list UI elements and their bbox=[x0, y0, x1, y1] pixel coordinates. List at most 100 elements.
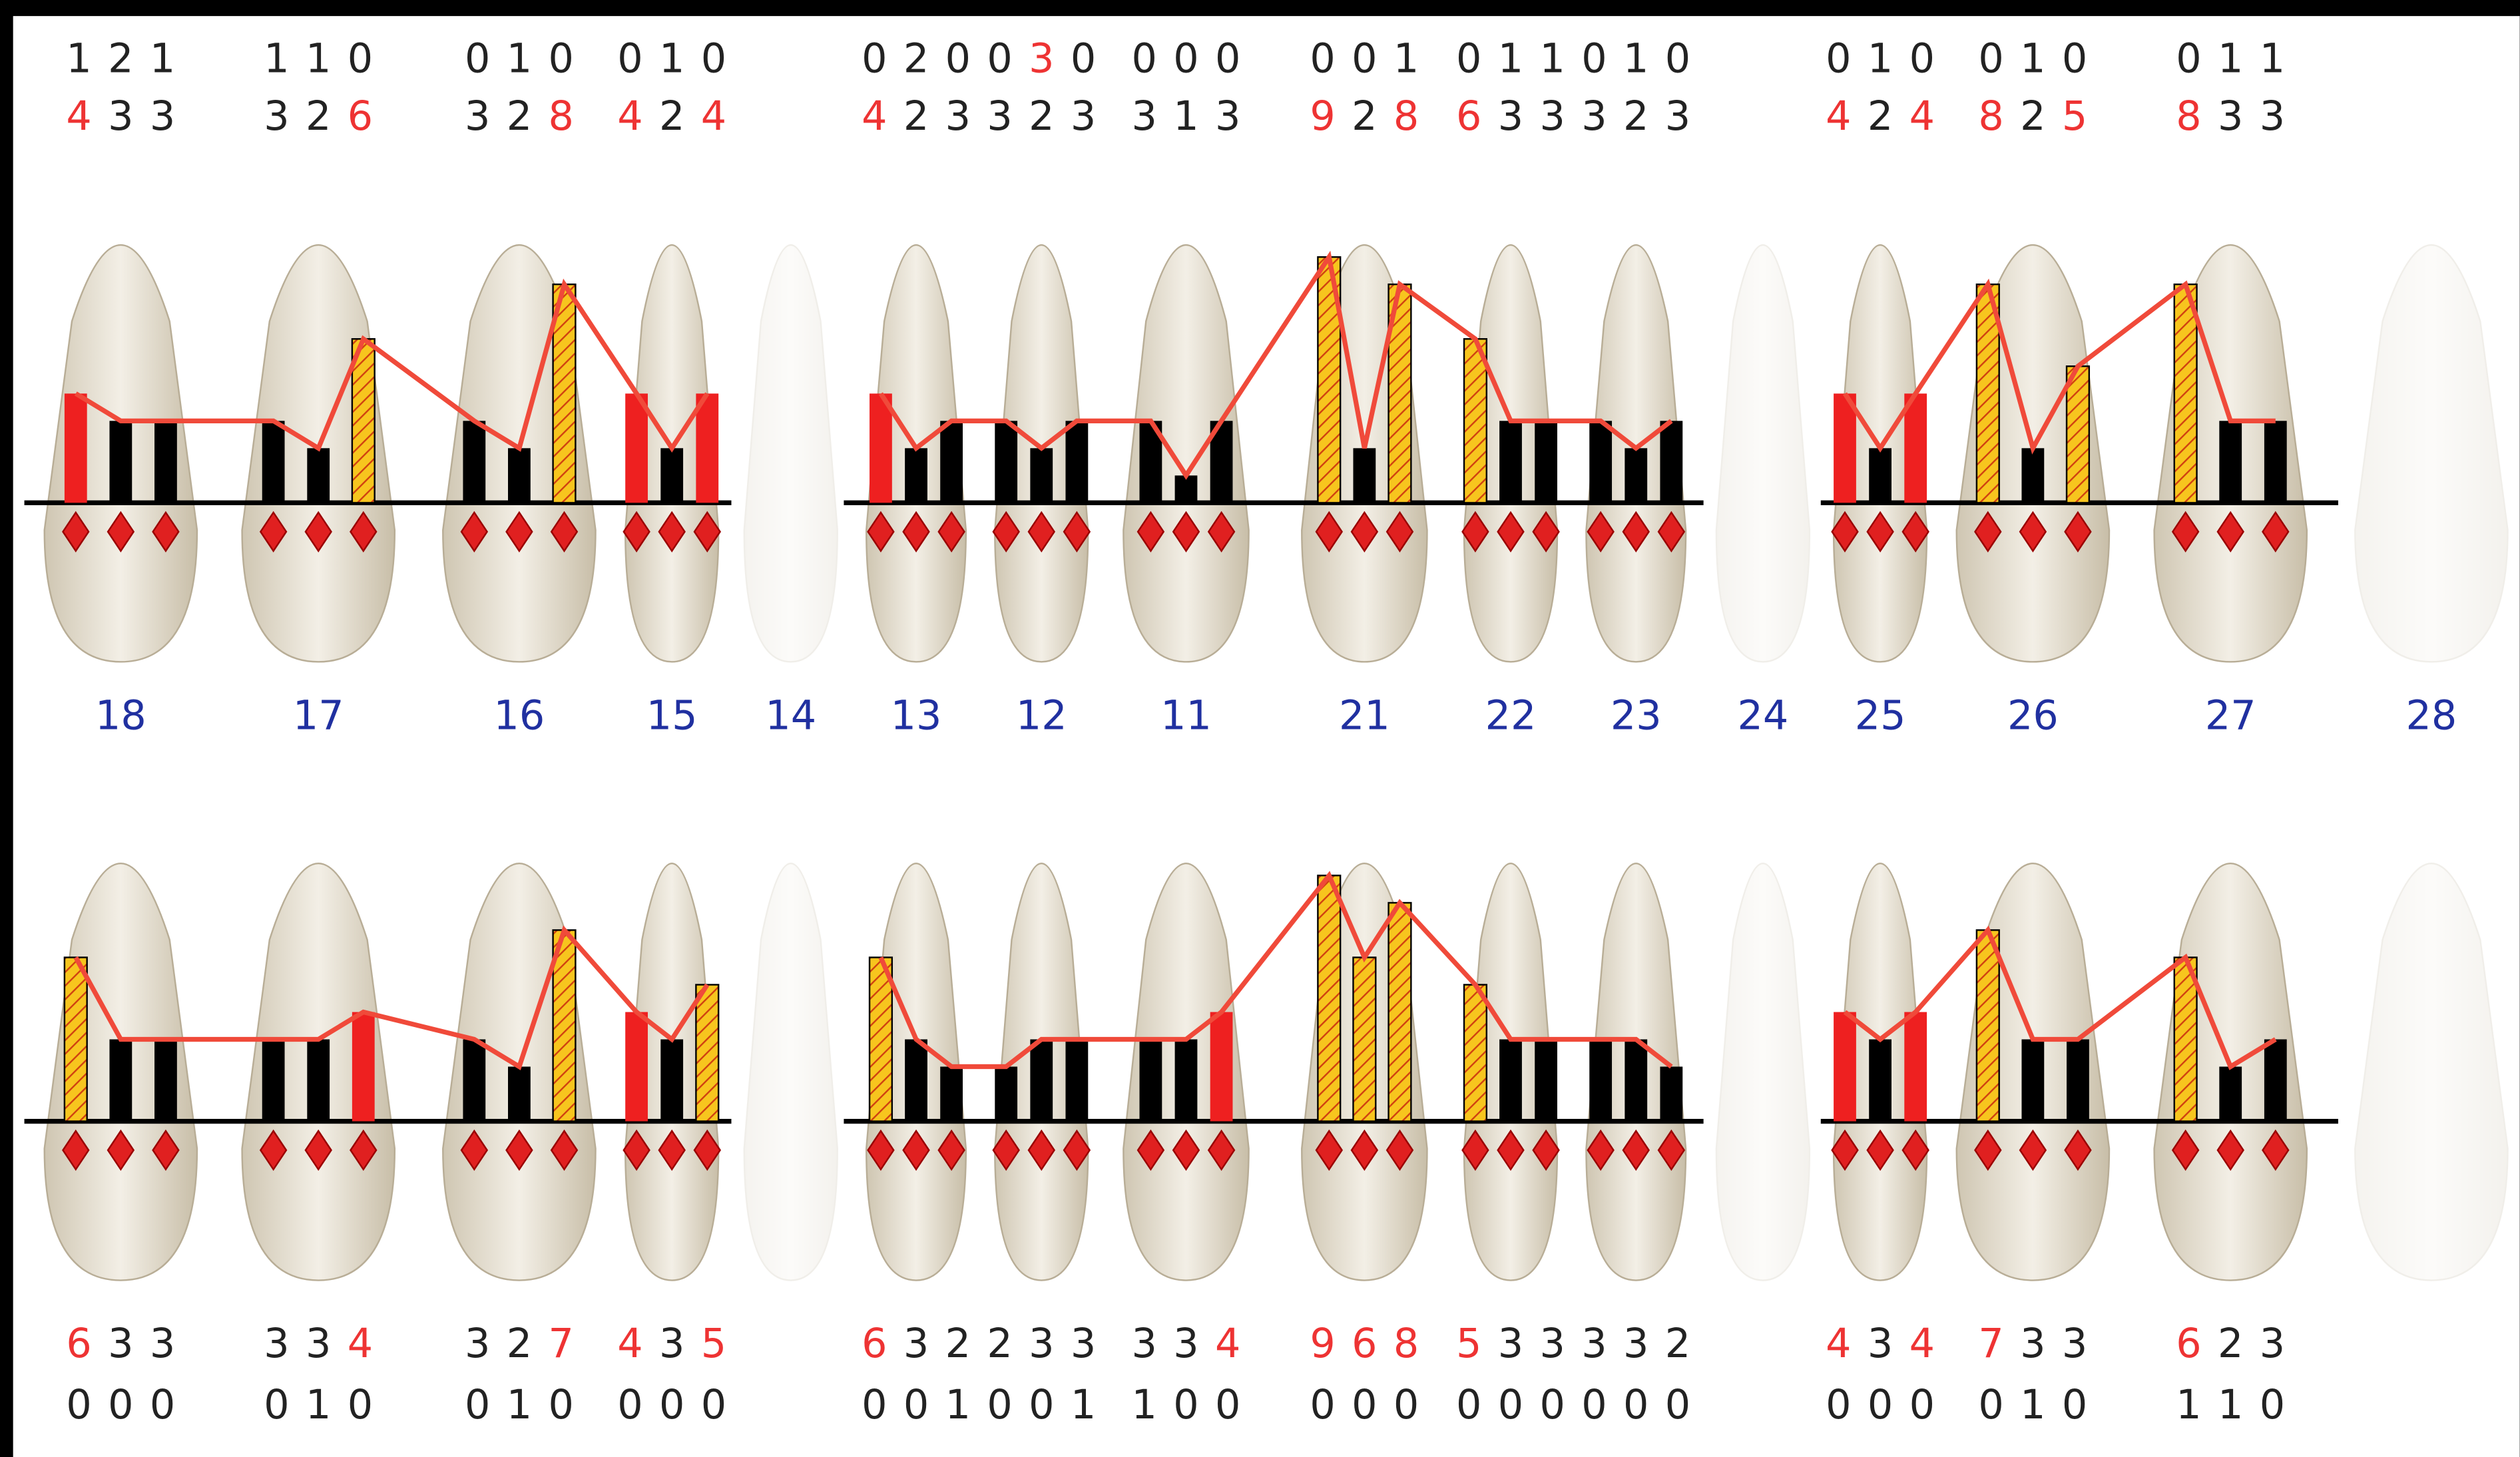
marker bbox=[1172, 1129, 1200, 1171]
measurement: 3 bbox=[2260, 93, 2285, 140]
marker bbox=[1027, 511, 1056, 552]
pocket-bar bbox=[154, 421, 177, 503]
measurement: 0 bbox=[701, 35, 726, 82]
tooth bbox=[743, 244, 838, 663]
pocket-bar bbox=[1353, 448, 1376, 503]
measurement: 1 bbox=[659, 35, 684, 82]
marker bbox=[1866, 1129, 1894, 1171]
measurement: 4 bbox=[1826, 1321, 1851, 1367]
measurement: 0 bbox=[108, 1382, 133, 1428]
pocket-bar bbox=[868, 956, 893, 1122]
tooth-number: 13 bbox=[891, 692, 942, 739]
marker bbox=[107, 511, 135, 552]
pocket-bar bbox=[1535, 1039, 1557, 1122]
measurement: 4 bbox=[1826, 93, 1851, 140]
measurement: 3 bbox=[1540, 1321, 1565, 1367]
measurement: 4 bbox=[1215, 1321, 1240, 1367]
measurement: 0 bbox=[1215, 1382, 1240, 1428]
measurement: 0 bbox=[1540, 1382, 1565, 1428]
measurement: 2 bbox=[1029, 93, 1054, 140]
measurement: 3 bbox=[1623, 1321, 1648, 1367]
measurement: 0 bbox=[1581, 35, 1607, 82]
measurement: 0 bbox=[617, 35, 642, 82]
pocket-line bbox=[73, 871, 2277, 1070]
pocket-bar bbox=[1065, 421, 1089, 503]
tooth-number: 18 bbox=[95, 692, 146, 739]
pocket-bar bbox=[463, 421, 486, 503]
pocket-bar bbox=[1535, 421, 1557, 503]
measurement: 8 bbox=[1393, 93, 1419, 140]
measurement: 0 bbox=[1581, 1382, 1607, 1428]
measurement: 1 bbox=[2020, 1382, 2045, 1428]
marker bbox=[623, 511, 650, 552]
measurement: 0 bbox=[1909, 1382, 1935, 1428]
marker bbox=[2171, 1129, 2200, 1171]
marker bbox=[1172, 511, 1200, 552]
pocket-bar bbox=[1317, 875, 1342, 1122]
measurement: 8 bbox=[2176, 93, 2201, 140]
measurement: 1 bbox=[264, 35, 289, 82]
measurement: 3 bbox=[1868, 1321, 1893, 1367]
measurement: 0 bbox=[1456, 35, 1481, 82]
pocket-bar bbox=[940, 1066, 963, 1122]
tooth-number: 15 bbox=[646, 692, 698, 739]
marker bbox=[2262, 511, 2290, 552]
measurement: 1 bbox=[2218, 1382, 2243, 1428]
marker bbox=[505, 1129, 533, 1171]
marker bbox=[304, 511, 332, 552]
measurement: 0 bbox=[1623, 1382, 1648, 1428]
measurement: 3 bbox=[2062, 1321, 2087, 1367]
measurement: 0 bbox=[1071, 35, 1096, 82]
measurement: 2 bbox=[507, 1321, 532, 1367]
panel bbox=[13, 16, 2520, 1457]
measurement: 2 bbox=[903, 35, 929, 82]
marker bbox=[1497, 1129, 1525, 1171]
measurement: 3 bbox=[1173, 1321, 1198, 1367]
pocket-bar bbox=[1904, 1012, 1927, 1122]
marker bbox=[937, 511, 965, 552]
marker bbox=[1974, 511, 2002, 552]
pocket-bar bbox=[1463, 984, 1488, 1122]
measurement: 4 bbox=[617, 93, 642, 140]
measurement: 0 bbox=[862, 1382, 887, 1428]
measurement: 4 bbox=[348, 1321, 373, 1367]
marker bbox=[460, 1129, 489, 1171]
marker bbox=[1207, 1129, 1236, 1171]
marker bbox=[902, 511, 930, 552]
pocket-bar bbox=[1869, 1039, 1891, 1122]
pocket-bar bbox=[1139, 1039, 1162, 1122]
marker bbox=[937, 1129, 965, 1171]
pocket-bar bbox=[508, 1066, 531, 1122]
marker bbox=[62, 511, 90, 552]
marker bbox=[693, 511, 722, 552]
tooth-number: 21 bbox=[1339, 692, 1390, 739]
measurement: 2 bbox=[507, 93, 532, 140]
pocket-bar bbox=[64, 393, 87, 503]
measurement: 0 bbox=[2062, 1382, 2087, 1428]
marker bbox=[2216, 1129, 2244, 1171]
tooth-number: 16 bbox=[494, 692, 545, 739]
measurement: 1 bbox=[1623, 35, 1648, 82]
marker bbox=[658, 1129, 686, 1171]
pocket-bar bbox=[154, 1039, 177, 1122]
measurement: 1 bbox=[150, 35, 175, 82]
measurement: 3 bbox=[1071, 1321, 1096, 1367]
measurement: 1 bbox=[2020, 35, 2045, 82]
measurement: 6 bbox=[2176, 1321, 2201, 1367]
measurement: 3 bbox=[2218, 93, 2243, 140]
pocket-bar bbox=[1975, 929, 2000, 1122]
measurement: 4 bbox=[66, 93, 91, 140]
measurement: 2 bbox=[987, 1321, 1012, 1367]
measurement: 3 bbox=[1132, 1321, 1157, 1367]
measurement: 1 bbox=[1393, 35, 1419, 82]
pocket-bar bbox=[870, 393, 892, 503]
measurement: 0 bbox=[1310, 35, 1335, 82]
pocket-bar bbox=[63, 956, 88, 1122]
measurement: 0 bbox=[348, 1382, 373, 1428]
pocket-bar bbox=[1660, 1066, 1683, 1122]
measurement: 3 bbox=[1029, 35, 1054, 82]
pocket-bar bbox=[905, 1039, 927, 1122]
pocket-bar bbox=[696, 393, 719, 503]
pocket-bar bbox=[1660, 421, 1683, 503]
marker bbox=[550, 511, 579, 552]
